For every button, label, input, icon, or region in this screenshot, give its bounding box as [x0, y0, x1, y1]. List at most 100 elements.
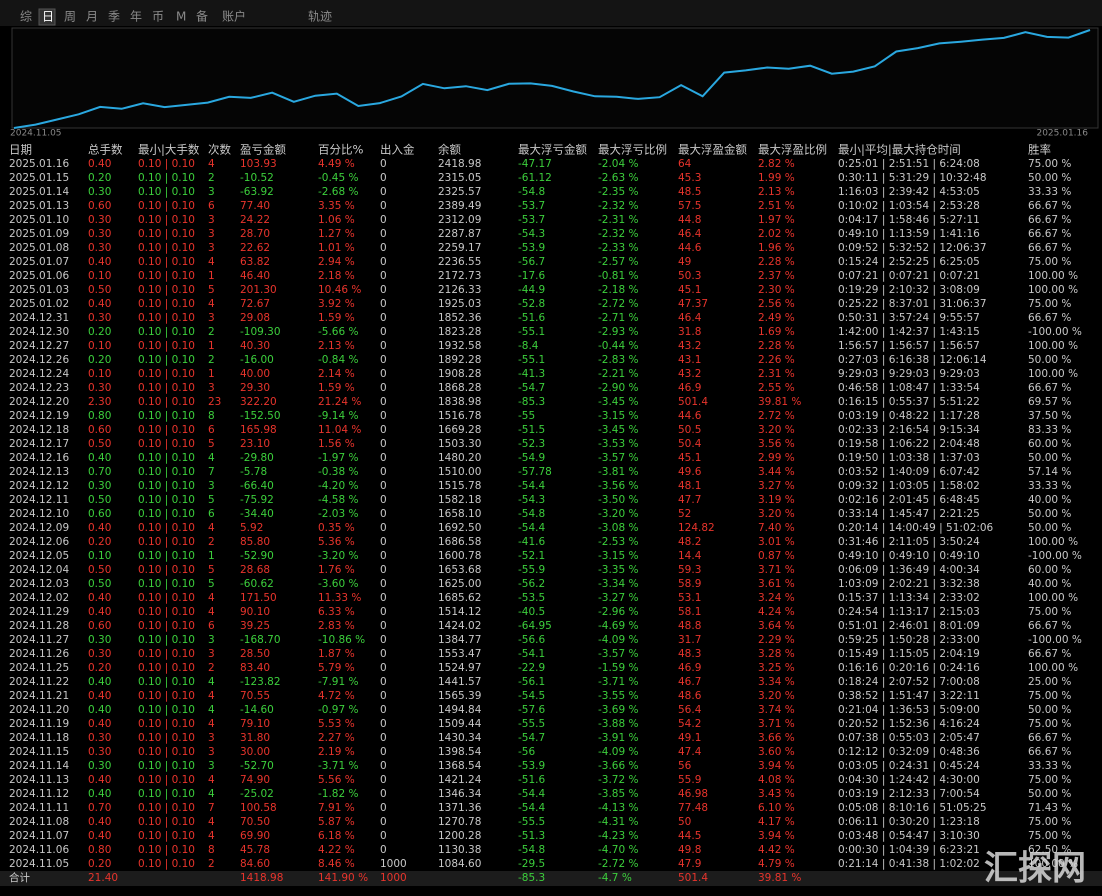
- cell: -3.20 %: [598, 508, 639, 520]
- cell: 2024.12.23: [9, 382, 69, 394]
- cell: 1441.57: [438, 676, 481, 688]
- column-header: 最小|大手数: [138, 143, 200, 157]
- cell: 33.33 %: [1028, 186, 1071, 198]
- cell: 0: [380, 172, 387, 184]
- cell: 0.10 | 0.10: [138, 172, 195, 184]
- tab[interactable]: 账户: [222, 9, 246, 24]
- column-header: 出入金: [380, 143, 415, 157]
- cell: 0.10 | 0.10: [138, 326, 195, 338]
- cell: 1: [208, 368, 215, 380]
- cell: -54.8: [518, 844, 545, 856]
- cell: 0.10 | 0.10: [138, 228, 195, 240]
- cell: 44.6: [678, 242, 702, 254]
- cell: 2.13 %: [758, 186, 795, 198]
- cell: -4.09 %: [598, 634, 639, 646]
- cell: 7: [208, 466, 215, 478]
- cell: 1.97 %: [758, 214, 795, 226]
- cell: 8: [208, 844, 215, 856]
- cell: 1514.12: [438, 606, 481, 618]
- cell: 100.00 %: [1028, 368, 1078, 380]
- cell: 0.10 | 0.10: [138, 396, 195, 408]
- cell: 0: [380, 662, 387, 674]
- cell: 2172.73: [438, 270, 481, 282]
- cell: 0:03:52 | 1:40:09 | 6:07:42: [838, 466, 980, 478]
- cell: 0.10 | 0.10: [138, 186, 195, 198]
- cell: 44.6: [678, 410, 702, 422]
- cell: -56: [518, 746, 535, 758]
- tab[interactable]: 季: [108, 10, 120, 24]
- cell: 28.70: [240, 228, 270, 240]
- cell: 3: [208, 732, 215, 744]
- cell: 50.00 %: [1028, 704, 1071, 716]
- cell: 2: [208, 858, 215, 870]
- tab[interactable]: 综: [20, 10, 32, 24]
- cell: 9:29:03 | 9:29:03 | 9:29:03: [838, 368, 980, 380]
- cell: 0:03:48 | 0:54:47 | 3:10:30: [838, 830, 980, 842]
- cell: 0.40: [88, 592, 111, 604]
- cell: 59.3: [678, 564, 701, 576]
- cell: 1669.28: [438, 424, 481, 436]
- cell: 0.20: [88, 172, 111, 184]
- tab[interactable]: 日: [42, 10, 54, 24]
- cell: 0:05:08 | 8:10:16 | 51:05:25: [838, 802, 987, 814]
- cell: 84.60: [240, 858, 270, 870]
- cell: 3.92 %: [318, 298, 355, 310]
- tab[interactable]: 轨迹: [308, 10, 332, 24]
- cell: 83.33 %: [1028, 424, 1071, 436]
- cell: 0:27:03 | 6:16:38 | 12:06:14: [838, 354, 987, 366]
- cell: -3.15 %: [598, 550, 639, 562]
- cell: 0.10 | 0.10: [138, 634, 195, 646]
- tab[interactable]: 周: [64, 10, 76, 24]
- cell: 3: [208, 760, 215, 772]
- cell: -56.2: [518, 578, 545, 590]
- cell: 501.4: [678, 396, 708, 408]
- cell: 165.98: [240, 424, 277, 436]
- cell: 2389.49: [438, 200, 481, 212]
- tab[interactable]: 年: [130, 10, 142, 24]
- cell: 0: [380, 690, 387, 702]
- tab[interactable]: 月: [86, 10, 98, 24]
- cell: -2.63 %: [598, 172, 639, 184]
- cell: -4.69 %: [598, 620, 639, 632]
- cell: 50.3: [678, 270, 701, 282]
- cell: 0.10 | 0.10: [138, 690, 195, 702]
- cell: 6.10 %: [758, 802, 795, 814]
- cell: 0.10 | 0.10: [138, 256, 195, 268]
- cell: -54.8: [518, 186, 545, 198]
- cell: 2024.12.19: [9, 410, 69, 422]
- cell: 0:20:14 | 14:00:49 | 51:02:06: [838, 522, 994, 534]
- cell: 1908.28: [438, 368, 481, 380]
- cell: 3.94 %: [758, 760, 795, 772]
- cell: 2.18 %: [318, 270, 355, 282]
- cell: -3.15 %: [598, 410, 639, 422]
- cell: 0.10 | 0.10: [138, 452, 195, 464]
- cell: 0:12:12 | 0:32:09 | 0:48:36: [838, 746, 980, 758]
- cell: 0.10 | 0.10: [138, 788, 195, 800]
- column-header: 最大浮盈金额: [678, 143, 747, 157]
- cell: 2024.11.22: [9, 676, 69, 688]
- cell: 124.82: [678, 522, 715, 534]
- tab[interactable]: 备: [196, 10, 208, 24]
- cell: -2.04 %: [598, 158, 639, 170]
- cell: 0.60: [88, 424, 111, 436]
- cell: 0:20:52 | 1:52:36 | 4:16:24: [838, 718, 980, 730]
- tab[interactable]: 币: [152, 10, 164, 24]
- cell: 1: [208, 340, 215, 352]
- cell: 2024.12.18: [9, 424, 69, 436]
- cell: -53.7: [518, 214, 545, 226]
- tab[interactable]: M: [176, 10, 186, 24]
- cell: 0.10 | 0.10: [138, 676, 195, 688]
- cell: 2315.05: [438, 172, 481, 184]
- cell: 23: [208, 396, 221, 408]
- cell: 1515.78: [438, 480, 481, 492]
- cell: 0:46:58 | 1:08:47 | 1:33:54: [838, 382, 980, 394]
- column-header: 最大浮亏比例: [598, 143, 667, 157]
- cell: 74.90: [240, 774, 270, 786]
- cell: 77.40: [240, 200, 270, 212]
- cell: -54.4: [518, 788, 545, 800]
- column-header: 总手数: [88, 143, 123, 157]
- cell: -0.45 %: [318, 172, 359, 184]
- cell: -3.91 %: [598, 732, 639, 744]
- cell: 0: [380, 760, 387, 772]
- cell: 90.10: [240, 606, 270, 618]
